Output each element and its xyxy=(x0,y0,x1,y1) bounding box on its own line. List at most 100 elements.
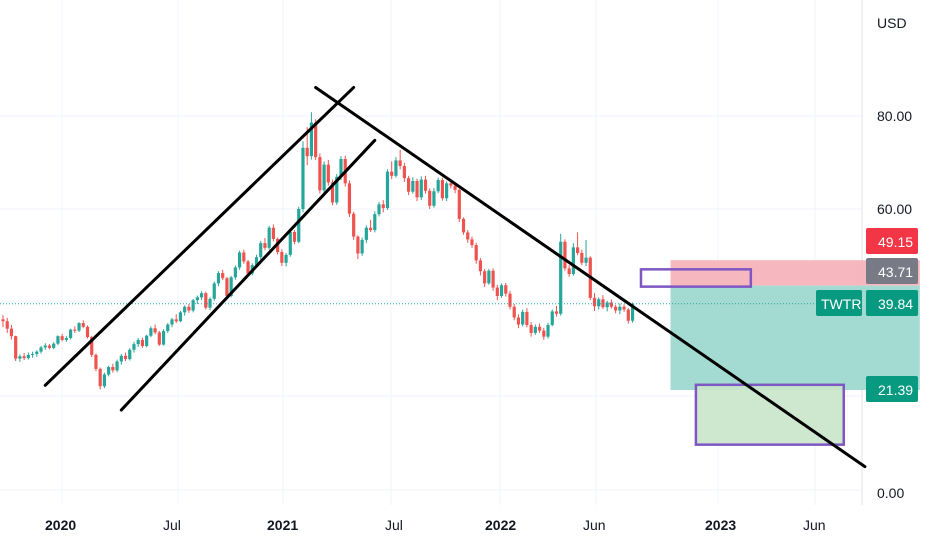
candle-body xyxy=(183,306,187,313)
trendline[interactable] xyxy=(119,138,377,412)
last-price-label: 39.84 xyxy=(878,296,913,312)
trendlines[interactable] xyxy=(43,85,867,469)
candle-body xyxy=(309,122,314,157)
candle-body xyxy=(259,243,263,258)
candle-body xyxy=(9,328,14,337)
price-axis[interactable]: USD 80.00 60.00 0.00 49.15 43.71 39.84 2… xyxy=(866,15,918,501)
symbol-badge[interactable] xyxy=(816,290,862,316)
candle-body xyxy=(5,321,9,329)
candle-body xyxy=(73,329,77,331)
candle-body xyxy=(297,209,301,242)
candle-body xyxy=(428,190,432,206)
candle-body xyxy=(314,122,318,158)
candle-body xyxy=(288,231,292,255)
candle-body xyxy=(301,147,305,210)
entry-price-label: 43.71 xyxy=(878,264,913,280)
candle-body xyxy=(630,303,635,321)
candle-body xyxy=(229,277,233,296)
candle-body xyxy=(212,283,216,299)
candle-body xyxy=(267,227,271,248)
entry-marker-box[interactable] xyxy=(639,268,753,288)
candle-body xyxy=(292,231,297,242)
x-tick-label: Jun xyxy=(583,517,606,533)
candles xyxy=(1,112,635,390)
candle-body xyxy=(161,331,166,345)
candle-body xyxy=(77,323,81,331)
candle-body xyxy=(153,328,157,333)
candle-body xyxy=(499,285,504,296)
x-tick-label: Jul xyxy=(163,517,181,533)
candle-body xyxy=(335,176,339,203)
candle-body xyxy=(592,297,597,307)
candle-body xyxy=(525,311,529,325)
candle-body xyxy=(238,252,242,268)
trendline[interactable] xyxy=(43,85,356,387)
candle-body xyxy=(457,189,461,219)
candle-body xyxy=(187,306,191,311)
candle-body xyxy=(470,239,474,246)
candle-body xyxy=(453,185,457,190)
candle-body xyxy=(81,323,85,327)
stop-price-label: 49.15 xyxy=(878,234,913,250)
candle-body xyxy=(474,245,478,261)
candle-body xyxy=(478,260,483,272)
candle-body xyxy=(157,332,161,345)
candle-body xyxy=(128,349,132,360)
candle-body xyxy=(504,285,508,294)
candle-body xyxy=(52,343,56,348)
candle-body xyxy=(542,330,546,337)
candle-body xyxy=(390,171,394,176)
candle-body xyxy=(491,270,495,288)
candle-body xyxy=(550,311,554,325)
candle-body xyxy=(284,254,288,263)
candle-body xyxy=(174,319,178,322)
candle-body xyxy=(149,328,153,336)
candle-body xyxy=(368,227,373,231)
candle-body xyxy=(263,243,267,248)
x-tick-label: 2022 xyxy=(485,517,516,533)
entry-price-badge xyxy=(866,258,918,284)
candle-body xyxy=(204,293,208,308)
candle-body xyxy=(461,218,466,233)
x-tick-label: 2021 xyxy=(267,517,298,533)
candle-body xyxy=(445,183,449,199)
candle-body xyxy=(1,319,5,322)
candle-body xyxy=(221,273,225,279)
candle-body xyxy=(626,309,630,321)
candle-body xyxy=(415,180,419,198)
candle-body xyxy=(381,204,385,209)
candle-body xyxy=(618,306,622,311)
candle-body xyxy=(26,354,30,359)
candle-body xyxy=(440,180,444,199)
candle-body xyxy=(98,368,102,387)
candle-body xyxy=(56,336,60,344)
candle-body xyxy=(487,270,491,284)
candle-body xyxy=(394,160,398,176)
candle-body xyxy=(597,299,601,307)
y-tick-label: 0.00 xyxy=(877,485,904,501)
candle-body xyxy=(601,299,605,308)
candle-body xyxy=(559,241,563,314)
candle-body xyxy=(402,166,406,179)
candle-body xyxy=(508,293,512,307)
candle-body xyxy=(609,302,613,307)
candle-body xyxy=(521,311,525,325)
x-tick-label: 2023 xyxy=(705,517,736,533)
candle-body xyxy=(35,351,39,354)
candle-body xyxy=(111,367,115,371)
candle-body xyxy=(216,273,221,284)
last-price-badge xyxy=(866,290,918,316)
candle-body xyxy=(69,329,73,339)
candle-body xyxy=(233,267,237,278)
candle-body xyxy=(18,356,22,359)
candle-body xyxy=(411,180,415,192)
x-tick-label: 2020 xyxy=(45,517,76,533)
target-price-badge xyxy=(866,376,918,402)
trendline[interactable] xyxy=(314,85,867,469)
candle-body xyxy=(563,241,567,269)
candle-body xyxy=(136,339,140,345)
candle-body xyxy=(39,347,43,352)
time-axis[interactable]: 2020 Jul 2021 Jul 2022 Jun 2023 Jun xyxy=(45,517,826,533)
candle-body xyxy=(360,239,364,254)
